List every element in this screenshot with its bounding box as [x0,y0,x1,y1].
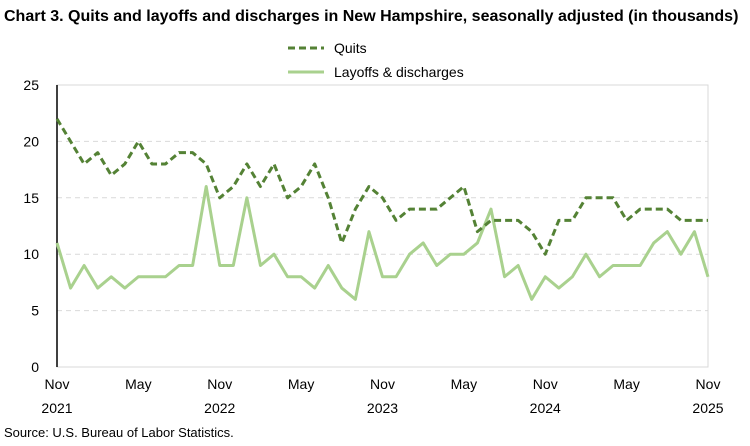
x-tick-label: May [125,376,151,392]
y-tick-label: 0 [31,359,39,375]
y-tick-label: 15 [23,190,39,206]
x-tick-label: Nov [370,376,395,392]
y-tick-label: 25 [23,77,39,93]
chart-title: Chart 3. Quits and layoffs and discharge… [4,8,739,25]
x-tick-year-label: 2024 [530,400,561,416]
y-tick-label: 10 [23,246,39,262]
series-line-quits [55,118,708,256]
series-line-layoffs-discharges [55,185,710,301]
x-tick-year-label: 2025 [692,400,723,416]
legend-label: Layoffs & discharges [334,64,464,80]
x-tick-year-label: 2022 [204,400,235,416]
source-note: Source: U.S. Bureau of Labor Statistics. [4,425,234,440]
x-tick-label: Nov [207,376,232,392]
y-tick-label: 20 [23,133,39,149]
x-tick-label: Nov [533,376,558,392]
x-tick-label: Nov [696,376,721,392]
legend-label: Quits [334,40,367,56]
y-tick-label: 5 [31,303,39,319]
x-tick-label: May [451,376,477,392]
x-tick-label: Nov [45,376,70,392]
plot-border [56,84,709,368]
x-tick-year-label: 2021 [41,400,72,416]
x-tick-label: May [613,376,639,392]
x-tick-label: May [288,376,314,392]
x-tick-year-label: 2023 [367,400,398,416]
